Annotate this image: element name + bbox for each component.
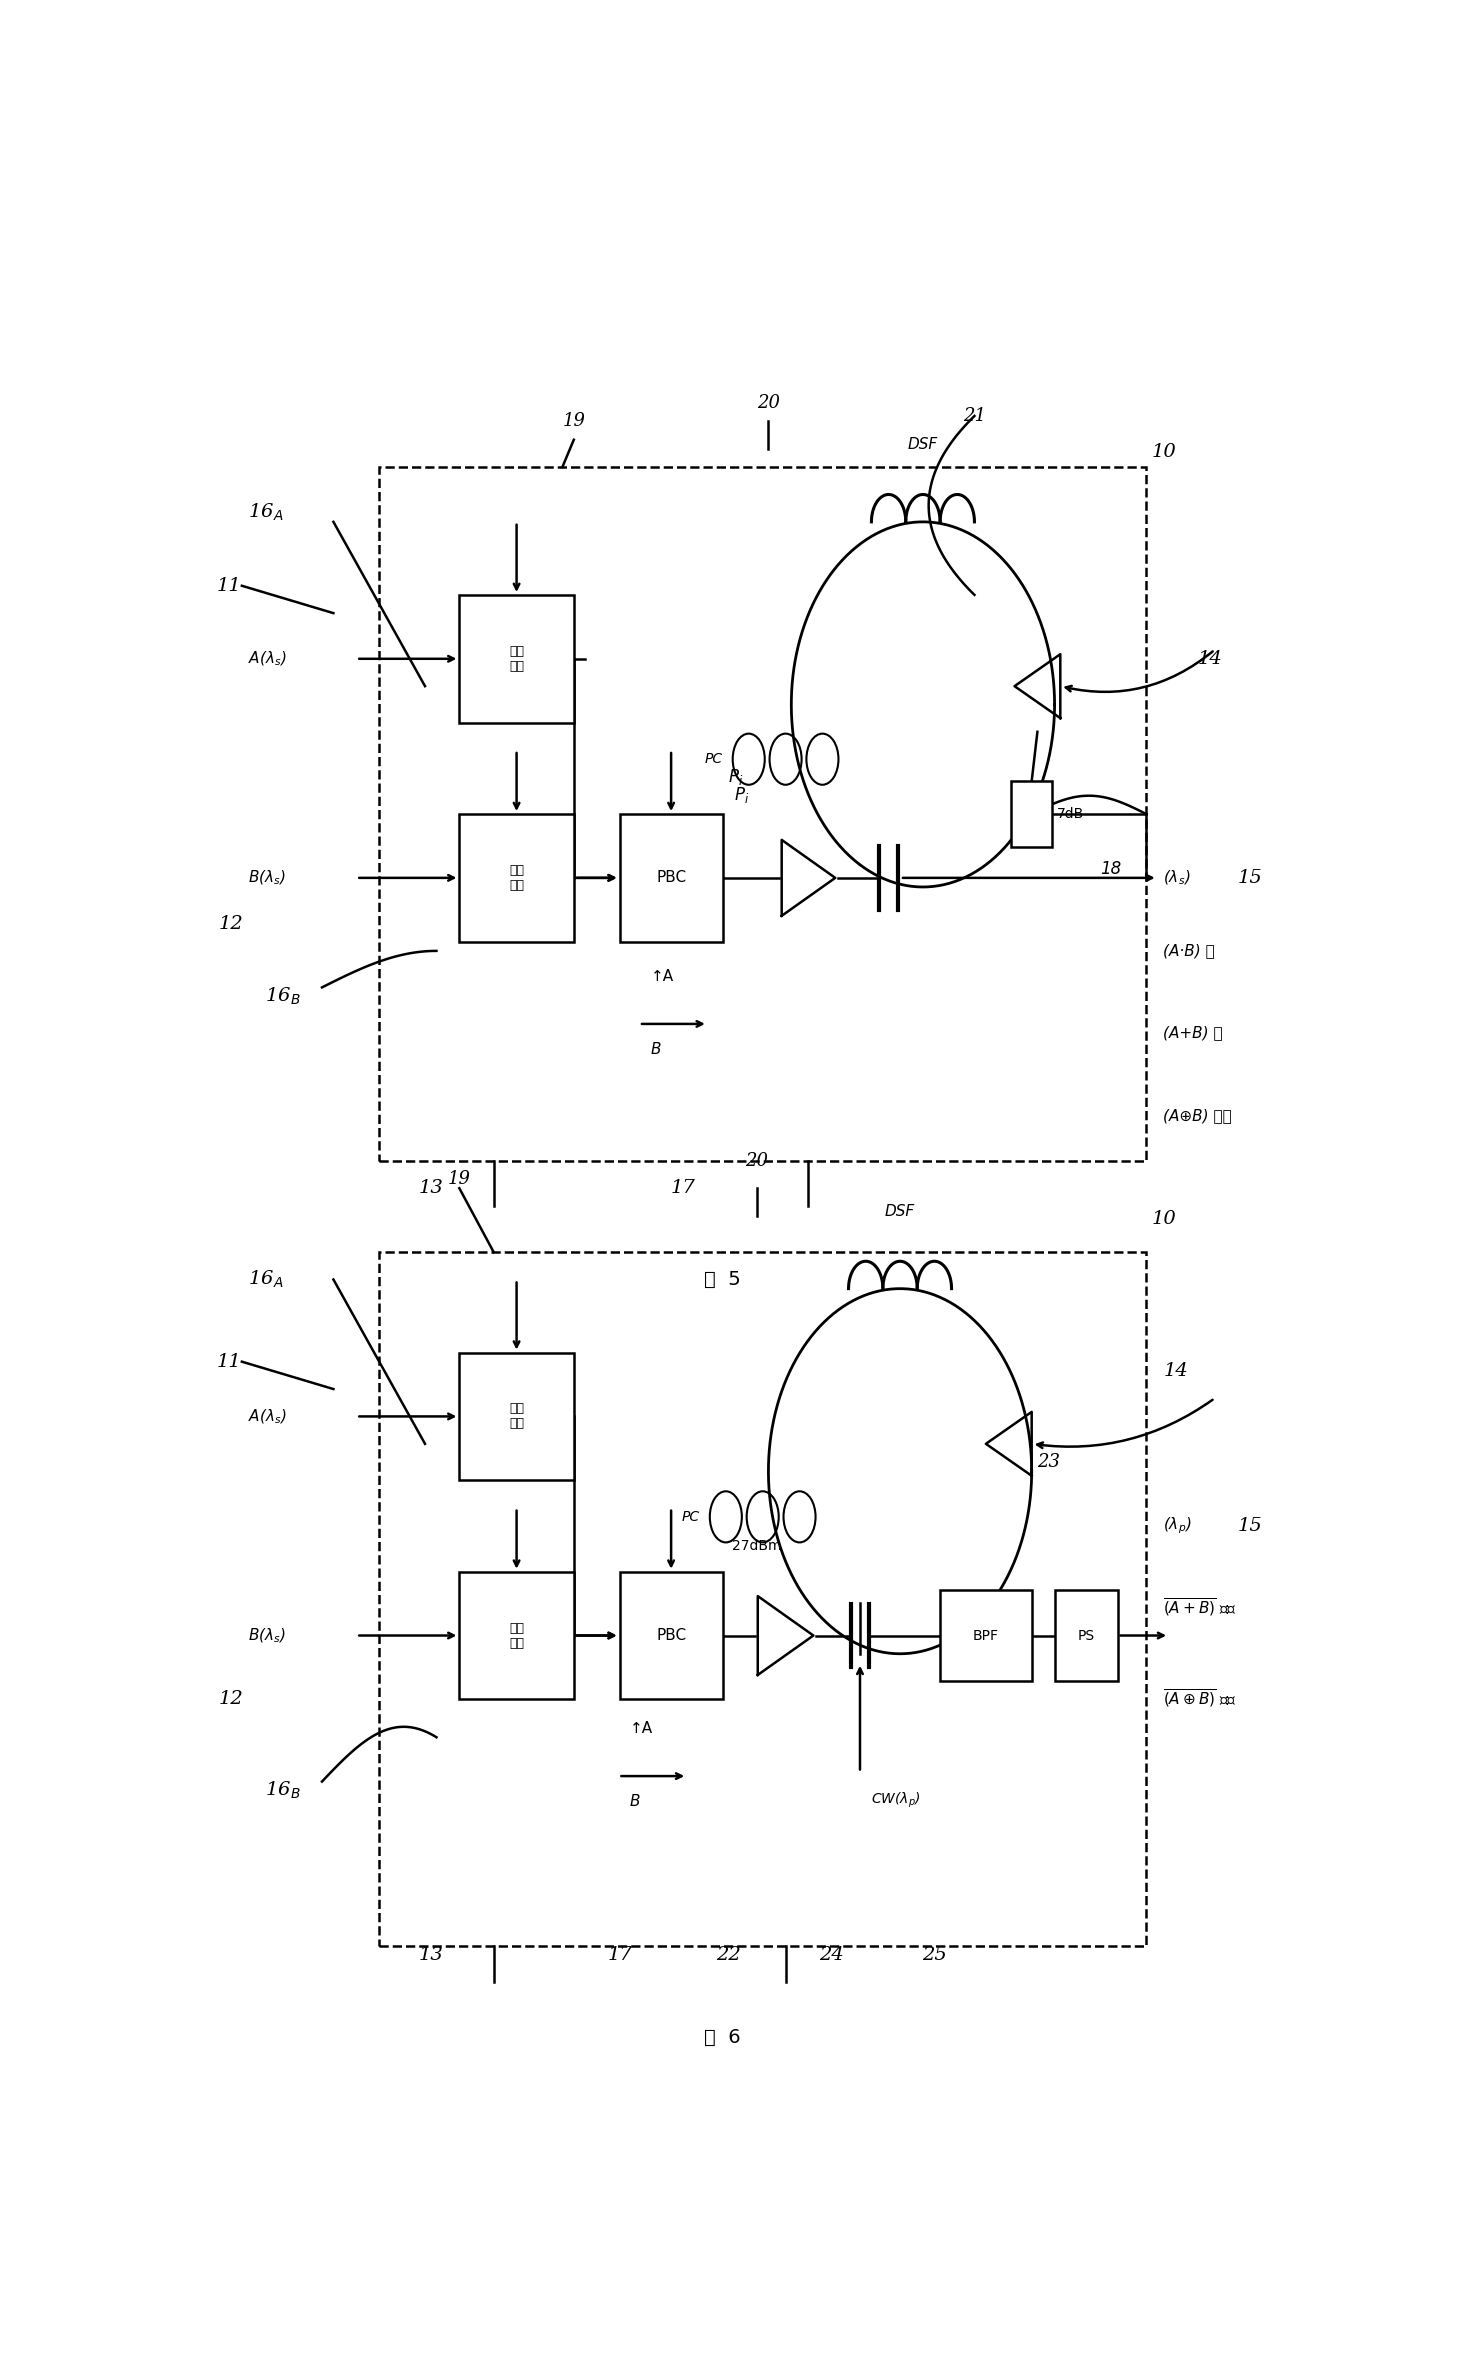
Text: PC: PC [681, 1510, 700, 1525]
Text: B: B [629, 1795, 641, 1809]
Bar [459, 595, 573, 723]
Bar [1055, 1591, 1118, 1681]
Text: P$_i$: P$_i$ [734, 785, 749, 804]
Text: CW(λ$_p$): CW(λ$_p$) [871, 1790, 922, 1809]
Text: 21: 21 [963, 408, 987, 424]
Text: 25: 25 [922, 1947, 947, 1963]
Text: 16$_A$: 16$_A$ [248, 1268, 284, 1290]
Bar [459, 813, 573, 941]
Text: 23: 23 [1037, 1453, 1060, 1470]
Text: (A·B) 与: (A·B) 与 [1164, 944, 1216, 958]
Text: B(λ$_s$): B(λ$_s$) [248, 868, 285, 887]
Text: 20: 20 [756, 394, 780, 413]
Text: 7dB: 7dB [1058, 806, 1084, 820]
Text: ↑A: ↑A [629, 1721, 653, 1736]
Text: 20: 20 [746, 1152, 768, 1169]
Text: PS: PS [1078, 1629, 1094, 1643]
Text: 27dBm: 27dBm [731, 1539, 781, 1553]
Text: 10: 10 [1152, 1209, 1177, 1228]
Text: PBC: PBC [656, 1629, 687, 1643]
Text: P$_i$: P$_i$ [728, 768, 744, 787]
Text: 11: 11 [217, 1354, 241, 1370]
Text: (λ$_p$): (λ$_p$) [1164, 1515, 1192, 1536]
Text: $\overline{(A+B)}$ 或非: $\overline{(A+B)}$ 或非 [1164, 1598, 1238, 1619]
Text: 18: 18 [1100, 861, 1121, 877]
Text: A(λ$_s$): A(λ$_s$) [248, 650, 287, 669]
Text: 12: 12 [219, 915, 244, 932]
Text: 15: 15 [1238, 1517, 1263, 1534]
Text: DSF: DSF [908, 439, 938, 453]
Text: (A⊕B) 异或: (A⊕B) 异或 [1164, 1107, 1232, 1124]
Bar [459, 1351, 573, 1480]
Text: 13: 13 [418, 1178, 443, 1197]
Text: 15: 15 [1238, 868, 1263, 887]
Text: 光衰
减器: 光衰 减器 [510, 1401, 524, 1430]
Text: PBC: PBC [656, 870, 687, 884]
Text: 19: 19 [448, 1171, 471, 1188]
Text: 16$_A$: 16$_A$ [248, 503, 284, 524]
Text: DSF: DSF [885, 1204, 916, 1219]
Text: (A+B) 或: (A+B) 或 [1164, 1027, 1223, 1041]
Text: 22: 22 [716, 1947, 741, 1963]
Text: PC: PC [705, 752, 722, 766]
Text: ↑A: ↑A [650, 970, 674, 984]
Text: 图  6: 图 6 [705, 2027, 741, 2046]
Text: $\overline{(A\oplus B)}$ 同或: $\overline{(A\oplus B)}$ 同或 [1164, 1688, 1238, 1709]
Text: 11: 11 [217, 576, 241, 595]
Text: 图  5: 图 5 [705, 1271, 741, 1290]
Text: B: B [650, 1043, 662, 1057]
Text: 光衰
减器: 光衰 减器 [510, 863, 524, 891]
Text: 17: 17 [671, 1178, 696, 1197]
Text: B(λ$_s$): B(λ$_s$) [248, 1627, 285, 1645]
Bar [939, 1591, 1031, 1681]
Bar [620, 1572, 722, 1700]
Text: BPF: BPF [973, 1629, 998, 1643]
Bar [459, 1572, 573, 1700]
Text: 12: 12 [219, 1691, 244, 1709]
Text: 10: 10 [1152, 443, 1177, 462]
Bar [1012, 780, 1052, 846]
Text: 光衰
减器: 光衰 减器 [510, 1622, 524, 1650]
Text: 13: 13 [418, 1947, 443, 1963]
Bar [380, 467, 1146, 1162]
Text: (λ$_s$): (λ$_s$) [1164, 868, 1190, 887]
Text: 16$_B$: 16$_B$ [264, 1781, 300, 1802]
Text: 光衰
减器: 光衰 减器 [510, 645, 524, 673]
Bar [620, 813, 722, 941]
Text: 14: 14 [1164, 1361, 1188, 1380]
Text: 24: 24 [818, 1947, 843, 1963]
Text: 19: 19 [563, 413, 585, 432]
Text: 16$_B$: 16$_B$ [264, 986, 300, 1008]
Text: 17: 17 [607, 1947, 632, 1963]
Text: A(λ$_s$): A(λ$_s$) [248, 1408, 287, 1425]
Bar [380, 1252, 1146, 1947]
Text: 14: 14 [1198, 650, 1223, 669]
